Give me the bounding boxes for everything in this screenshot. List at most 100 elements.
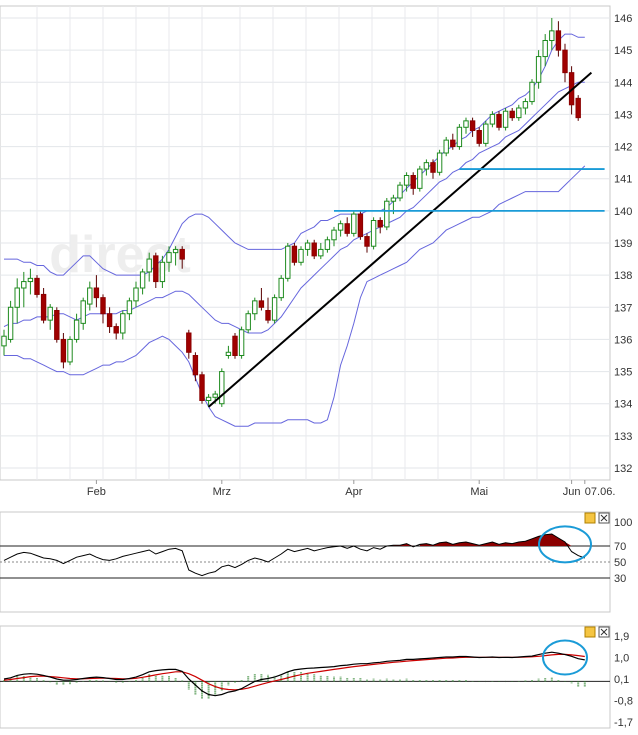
candle-up [390, 197, 397, 202]
candle-up [47, 306, 53, 321]
candle-up [67, 338, 73, 363]
candle-down [40, 293, 47, 321]
candle-down [100, 297, 106, 315]
price-y-tick-label: 138 [614, 270, 632, 282]
candle-up [331, 229, 337, 241]
candle-down [496, 113, 502, 128]
macd-y-tick-label: -0,8 [614, 696, 633, 708]
candle-up [133, 287, 139, 302]
candle-up [166, 252, 172, 263]
candle-down [54, 310, 60, 340]
price-y-tick-label: 146 [614, 13, 632, 25]
candle-up [443, 139, 449, 154]
candle-up [397, 184, 403, 199]
candle-down [344, 223, 350, 234]
candle-up [516, 107, 522, 119]
x-axis-label: Mrz [213, 486, 231, 498]
candle-up [417, 168, 423, 189]
candle-down [364, 236, 370, 247]
price-y-tick-label: 134 [614, 399, 632, 411]
candle-up [172, 248, 179, 254]
candle-up [337, 223, 344, 231]
candle-up [318, 248, 324, 257]
price-y-tick-label: 140 [614, 206, 632, 218]
candle-up [542, 40, 548, 58]
candle-up [535, 56, 542, 83]
macd-line [3, 651, 585, 697]
bollinger-lower-line [4, 165, 586, 427]
rsi-y-tick-label: 100 [614, 517, 632, 529]
price-y-tick-label: 142 [614, 142, 632, 154]
candle-down [562, 49, 568, 74]
candle-down [60, 338, 67, 363]
candle-up [252, 300, 258, 315]
macd-y-tick-label: 1,9 [614, 631, 629, 643]
macd-y-tick-label: 1,0 [614, 653, 629, 665]
candle-up [87, 287, 93, 305]
trendline [207, 71, 593, 408]
price-y-tick-label: 133 [614, 431, 632, 443]
price-y-tick-label: 137 [614, 302, 632, 314]
candle-up [549, 30, 555, 42]
candle-up [403, 175, 410, 186]
candle-down [179, 248, 185, 260]
macd-highlight-ellipse [542, 639, 588, 676]
candle-down [291, 245, 298, 263]
candle-up [456, 126, 463, 148]
candle-down [113, 326, 119, 334]
candle-down [34, 277, 40, 295]
candle-down [265, 310, 271, 321]
candle-down [106, 313, 113, 328]
x-axis-label: Mai [470, 486, 488, 498]
candle-up [423, 162, 430, 170]
candle-up [14, 287, 20, 308]
candle-down [153, 255, 159, 283]
candle-up [351, 213, 357, 234]
candle-up [278, 277, 284, 299]
x-axis-label: 07.06. [585, 486, 616, 498]
candle-up [73, 319, 80, 340]
candle-down [232, 335, 238, 357]
macd-y-tick-label: 0,1 [614, 674, 629, 686]
rsi-y-tick-label: 70 [614, 541, 626, 553]
price-y-tick-label: 135 [614, 367, 632, 379]
candle-up [1, 335, 7, 347]
candle-up [80, 300, 86, 324]
candle-down [258, 300, 265, 308]
candle-down [476, 130, 482, 144]
candle-up [502, 110, 509, 128]
candle-down [555, 30, 562, 51]
candle-up [324, 239, 331, 250]
candle-up [120, 313, 126, 334]
x-axis-label: Feb [87, 486, 106, 498]
candle-up [489, 113, 496, 125]
candle-up [298, 248, 304, 263]
candle-up [285, 245, 291, 279]
rsi-line [3, 533, 585, 577]
candle-down [469, 120, 476, 131]
candle-up [146, 258, 152, 273]
candle-down [357, 213, 364, 238]
candle-up [271, 297, 278, 321]
candle-down [450, 139, 456, 148]
macd-close-icon-stroke [600, 628, 608, 636]
candle-down [186, 332, 192, 353]
candle-up [436, 152, 443, 173]
price-y-tick-label: 145 [614, 45, 632, 57]
rsi-y-tick-label: 50 [614, 557, 626, 569]
candle-up [219, 371, 225, 405]
candle-up [126, 300, 133, 315]
candle-down [311, 242, 317, 257]
candle-down [509, 110, 515, 119]
candle-down [93, 287, 100, 299]
rsi-settings-icon [584, 512, 596, 524]
candle-down [377, 220, 383, 228]
candle-up [463, 120, 469, 128]
candle-down [575, 97, 581, 119]
candle-up [225, 351, 232, 356]
candle-up [159, 261, 166, 283]
macd-y-tick-label: -1,7 [614, 717, 633, 729]
candle-up [212, 393, 218, 398]
